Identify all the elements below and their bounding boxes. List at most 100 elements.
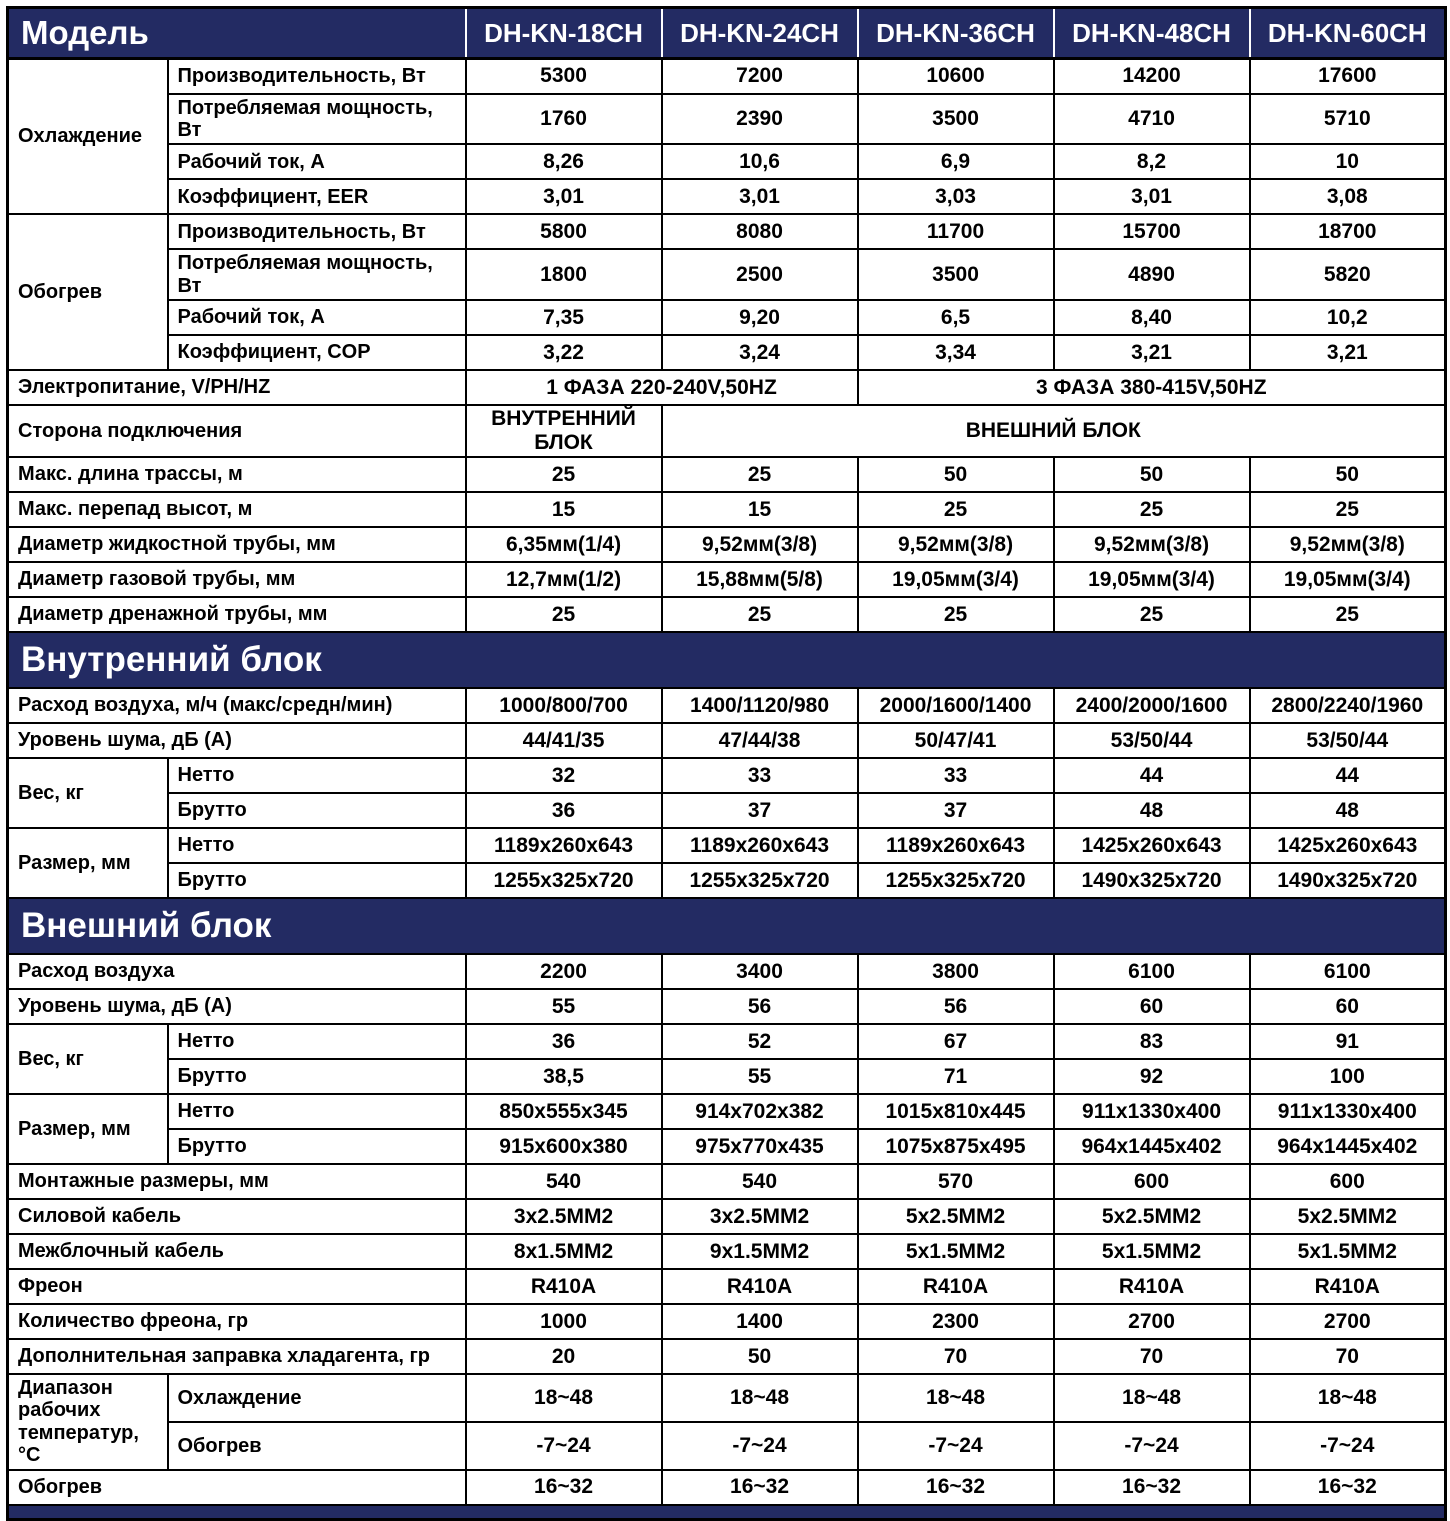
value-cell: 10 [1248,143,1447,181]
value-cell: 1189x260x643 [660,827,859,865]
value-cell: 3x2.5ММ2 [660,1198,859,1236]
value-cell: 1425x260x643 [1248,827,1447,865]
value-cell: 36 [464,1023,663,1061]
spec-table-body: Модель DH-KN-18CH DH-KN-24CH DH-KN-36CH DH-K… [6,6,1447,1521]
value-cell: 32 [464,757,663,795]
table-row: Размер, мм Нетто 850x555x345 914x702x382 101… [6,1093,1447,1166]
value-cell: 60 [1052,988,1251,1026]
footer-strip-row [6,1503,1447,1521]
value-cell: 6,35мм(1/4) [464,526,663,564]
row-label: Диаметр газовой трубы, мм [6,561,467,599]
value-cell: 964x1445x402 [1052,1128,1251,1166]
section-banner-row: Внутренний блок [6,631,1447,690]
value-cell: 5x1.5ММ2 [1052,1233,1251,1271]
row-label: Рабочий ток, А [166,143,467,181]
value-cell: 2390 [660,92,859,146]
row-label: Потребляемая мощность, Вт [166,248,467,302]
value-cell: -7~24 [464,1420,663,1471]
value-cell: 3,01 [1052,178,1251,216]
value-cell: 2200 [464,953,663,991]
value-cell: 1255x325x720 [464,862,663,900]
value-cell: 6,5 [856,299,1055,337]
row-label: Расход воздуха [6,953,467,991]
value-cell: R410A [1248,1268,1447,1306]
table-row: Рабочий ток, А 8,26 10,6 6,9 8,2 10 [8,143,1447,181]
table-row: Количество фреона, гр 1000 1400 2300 2700 270… [6,1303,1447,1341]
value-cell: 10,6 [660,143,859,181]
value-cell: 16~32 [1248,1468,1447,1506]
value-cell: 67 [856,1023,1055,1061]
value-cell: 911x1330x400 [1052,1093,1251,1131]
row-label: Брутто [166,1058,467,1096]
value-cell: 25 [464,596,663,634]
table-row: Уровень шума, дБ (А) 55 56 56 60 60 [6,988,1447,1026]
value-cell: 6100 [1248,953,1447,991]
row-group-label: Диапазон рабочих температур,°С [6,1373,169,1471]
value-cell: 2500 [660,248,859,302]
value-cell: 1255x325x720 [856,862,1055,900]
value-cell: 53/50/44 [1248,722,1447,760]
value-cell: ВНУТРЕННИЙ БЛОК [464,404,663,459]
value-cell: 1015x810x445 [856,1093,1055,1131]
value-cell: 600 [1052,1163,1251,1201]
row-group-label: Вес, кг [6,1023,169,1096]
value-cell: 50 [1052,456,1251,494]
value-cell: 19,05мм(3/4) [1052,561,1251,599]
value-cell: 25 [1052,596,1251,634]
table-row: Фреон R410A R410A R410A R410A R410A [6,1268,1447,1306]
value-cell: 11700 [856,213,1055,251]
value-cell: 5800 [464,213,663,251]
row-label: Макс. длина трассы, м [6,456,467,494]
value-cell: 1400 [660,1303,859,1341]
table-row: Дополнительная заправка хладагента, гр 20… [6,1338,1447,1376]
section-banner-row: Внешний блок [6,897,1447,956]
value-cell: 53/50/44 [1052,722,1251,760]
value-cell: 3500 [856,92,1055,146]
value-cell: 1189x260x643 [856,827,1055,865]
value-cell: 16~32 [660,1468,859,1506]
value-cell: 56 [660,988,859,1026]
value-cell: 33 [660,757,859,795]
row-label: Коэффициент, EER [166,178,467,216]
value-cell: 52 [660,1023,859,1061]
table-row: Расход воздуха, м/ч (макс/средн/мин) 1000… [6,687,1447,725]
value-cell: 3,21 [1248,334,1447,372]
value-cell: 25 [1248,491,1447,529]
model-name: DH-KN-36CH [856,6,1055,60]
spec-sheet-page: { "colors": { "navy": "#232b63", "border… [6,6,1448,1521]
table-row: Вес, кг Нетто 36 52 67 83 91 [6,1023,1447,1096]
row-label: Количество фреона, гр [6,1303,467,1341]
value-cell: 1400/1120/980 [660,687,859,725]
value-cell: 19,05мм(3/4) [1248,561,1447,599]
table-row: Рабочий ток, А 7,35 9,20 6,5 8,40 10,2 [8,299,1447,337]
value-cell: 44/41/35 [464,722,663,760]
value-cell: 1490x325x720 [1052,862,1251,900]
value-cell: 15700 [1052,213,1251,251]
value-cell: 5x2.5ММ2 [1052,1198,1251,1236]
row-label: Брутто [166,792,467,830]
table-row: Коэффициент, EER 3,01 3,01 3,03 3,01 3,08 [8,178,1447,216]
value-cell: 9x1.5ММ2 [660,1233,859,1271]
value-cell: R410A [660,1268,859,1306]
value-cell: ВНЕШНИЙ БЛОК [660,404,1447,459]
value-cell: 5710 [1248,92,1447,146]
value-cell: 1000 [464,1303,663,1341]
value-cell: 600 [1248,1163,1447,1201]
value-cell: 50 [660,1338,859,1376]
value-cell: 4890 [1052,248,1251,302]
value-cell: 8x1.5ММ2 [464,1233,663,1271]
value-cell: 5x2.5ММ2 [856,1198,1055,1236]
value-cell: 1 ФАЗА 220-240V,50HZ [464,369,859,407]
row-label: Нетто [166,827,467,865]
value-cell: 47/44/38 [660,722,859,760]
value-cell: 9,52мм(3/8) [856,526,1055,564]
value-cell: 10,2 [1248,299,1447,337]
row-label: Межблочный кабель [6,1233,467,1271]
value-cell: 3 ФАЗА 380-415V,50HZ [856,369,1447,407]
table-row: Макс. перепад высот, м 15 15 25 25 25 [6,491,1447,529]
value-cell: 540 [464,1163,663,1201]
value-cell: 9,52мм(3/8) [660,526,859,564]
value-cell: 8,26 [464,143,663,181]
value-cell: 50 [1248,456,1447,494]
value-cell: 25 [464,456,663,494]
